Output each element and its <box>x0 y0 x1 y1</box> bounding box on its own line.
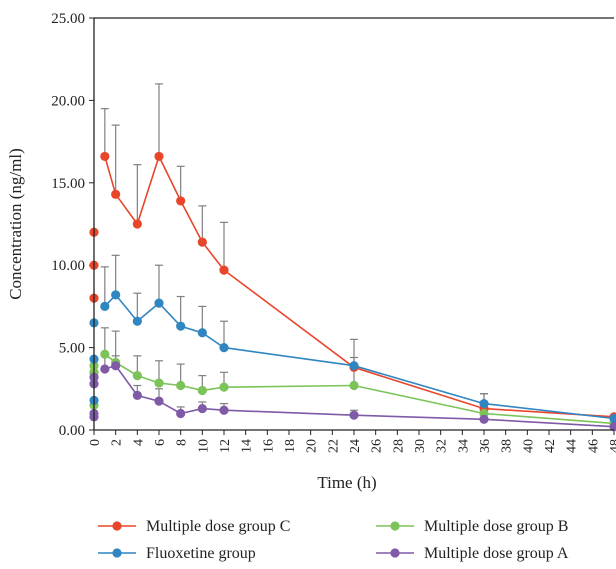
data-point <box>154 378 164 388</box>
y-tick-label: 25.00 <box>51 11 85 27</box>
series-line <box>104 154 615 418</box>
data-point <box>154 298 164 308</box>
x-tick-label: 10 <box>196 439 211 453</box>
series-lines <box>104 154 615 428</box>
x-tick-label: 30 <box>413 439 428 453</box>
y-axis-title: Concentration (ng/ml) <box>6 148 25 300</box>
data-point <box>176 321 186 331</box>
data-point <box>197 328 207 338</box>
x-tick-label: 2 <box>110 439 125 446</box>
x-tick-label: 44 <box>565 439 580 453</box>
error-bars <box>100 83 488 416</box>
data-point <box>197 385 207 396</box>
x-tick-label: 24 <box>348 439 363 453</box>
x-tick-label: 46 <box>586 439 601 453</box>
data-point <box>111 361 121 371</box>
y-tick-label: 20.00 <box>51 93 85 109</box>
data-point <box>609 413 616 424</box>
y-tick-label: 0.00 <box>59 423 85 439</box>
x-tick-label: 48 <box>608 439 616 453</box>
legend-label: Multiple dose group B <box>424 518 568 535</box>
x-axis-title: Time (h) <box>317 473 376 492</box>
series-line <box>104 293 615 420</box>
data-point <box>219 265 229 275</box>
data-point <box>349 361 359 371</box>
legend: Multiple dose group C Multiple dose group… <box>98 518 569 562</box>
data-point <box>176 380 186 391</box>
x-tick-label: 18 <box>283 439 298 453</box>
data-point <box>349 380 359 391</box>
data-point <box>154 396 164 406</box>
x-tick-label: 26 <box>370 439 385 453</box>
x-tick-label: 40 <box>521 439 536 453</box>
data-point <box>111 189 121 199</box>
data-point <box>609 422 616 432</box>
data-point <box>132 390 142 400</box>
axes <box>93 17 614 431</box>
y-tick-label: 15.00 <box>51 176 85 192</box>
legend-label: Fluoxetine group <box>146 545 256 562</box>
data-point <box>154 151 164 162</box>
data-point <box>219 382 229 392</box>
data-point <box>349 410 359 420</box>
x-tick-label: 6 <box>153 439 168 446</box>
data-point <box>197 403 207 414</box>
x-tick-label: 32 <box>435 439 450 453</box>
x-tick-label: 34 <box>456 439 471 453</box>
data-point <box>219 405 229 415</box>
data-point <box>479 414 489 424</box>
data-point <box>100 349 110 359</box>
data-point <box>176 408 186 419</box>
data-point <box>219 343 229 353</box>
data-point <box>197 237 207 247</box>
data-point <box>100 364 110 374</box>
x-tick-label: 12 <box>218 439 233 453</box>
x-tick-label: 8 <box>175 439 190 446</box>
data-point <box>132 371 142 381</box>
legend-label: Multiple dose group C <box>146 518 290 535</box>
legend-swatch-marker <box>112 521 122 531</box>
legend-swatch-marker <box>112 548 122 558</box>
x-tick-label: 38 <box>500 439 515 453</box>
y-tick-label: 5.00 <box>59 341 85 357</box>
x-tick-label: 36 <box>478 439 493 453</box>
data-point <box>176 196 186 206</box>
y-tick-label: 10.00 <box>51 258 85 274</box>
data-point <box>479 399 489 409</box>
x-tick-label: 0 <box>88 439 103 446</box>
series-line <box>104 364 615 428</box>
y-axis-ticks: 0.00 5.00 10.00 15.00 20.00 25.00 <box>51 11 94 439</box>
data-point <box>100 151 110 162</box>
legend-swatch-marker <box>390 548 400 558</box>
x-tick-label: 42 <box>543 439 558 453</box>
x-axis-ticks: 0 2 4 6 8 10 12 14 16 18 20 22 24 26 28 30 32 34 36 38 40 42 4… <box>88 430 616 453</box>
x-tick-label: 20 <box>305 439 320 453</box>
x-tick-label: 4 <box>131 439 146 446</box>
data-point <box>111 290 121 300</box>
x-tick-label: 14 <box>240 439 255 453</box>
series-line <box>104 353 615 425</box>
x-tick-label: 28 <box>391 439 406 453</box>
data-point <box>132 219 142 229</box>
data-point <box>100 301 110 311</box>
data-point <box>132 316 142 326</box>
legend-label: Multiple dose group A <box>424 545 569 562</box>
x-tick-label: 22 <box>326 439 341 453</box>
x-tick-label: 16 <box>261 439 276 453</box>
legend-swatch-marker <box>390 521 400 531</box>
data-points <box>89 151 616 432</box>
